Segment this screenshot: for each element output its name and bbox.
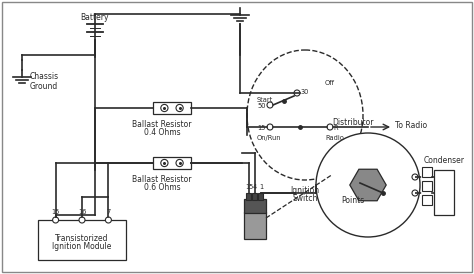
Text: Distributor: Distributor xyxy=(332,118,374,127)
FancyBboxPatch shape xyxy=(38,220,126,260)
Text: Ballast Resistor: Ballast Resistor xyxy=(132,120,192,129)
Text: Battery: Battery xyxy=(81,13,109,22)
Text: Points: Points xyxy=(341,196,365,205)
Circle shape xyxy=(176,104,183,112)
Text: Transistorized: Transistorized xyxy=(55,234,109,243)
Text: 30: 30 xyxy=(301,89,310,95)
Circle shape xyxy=(316,133,420,237)
FancyBboxPatch shape xyxy=(422,167,432,177)
Circle shape xyxy=(267,124,273,130)
FancyBboxPatch shape xyxy=(153,102,191,114)
Circle shape xyxy=(161,104,168,112)
Circle shape xyxy=(294,90,300,96)
FancyBboxPatch shape xyxy=(2,2,472,272)
Text: To Radio: To Radio xyxy=(395,121,427,130)
FancyBboxPatch shape xyxy=(153,157,191,169)
Text: 4: 4 xyxy=(253,184,257,190)
Circle shape xyxy=(327,124,333,130)
Circle shape xyxy=(267,102,273,108)
FancyBboxPatch shape xyxy=(244,199,266,213)
Text: Ignition Module: Ignition Module xyxy=(52,242,112,251)
Text: R: R xyxy=(333,125,337,131)
Text: Off: Off xyxy=(325,80,335,86)
FancyBboxPatch shape xyxy=(253,193,257,200)
Circle shape xyxy=(79,217,85,223)
Polygon shape xyxy=(350,169,386,201)
Circle shape xyxy=(176,159,183,167)
Text: Ballast Resistor: Ballast Resistor xyxy=(132,175,192,184)
Text: Radio: Radio xyxy=(325,135,344,141)
Text: 15: 15 xyxy=(257,125,265,131)
Circle shape xyxy=(412,190,418,196)
Text: 16: 16 xyxy=(78,209,86,215)
FancyBboxPatch shape xyxy=(244,212,266,239)
FancyBboxPatch shape xyxy=(422,181,432,191)
FancyBboxPatch shape xyxy=(422,195,432,205)
Circle shape xyxy=(161,159,168,167)
Text: 15: 15 xyxy=(245,184,253,190)
Text: On/Run: On/Run xyxy=(257,135,282,141)
Text: 15: 15 xyxy=(51,209,60,215)
Circle shape xyxy=(53,217,59,223)
Text: 0.6 Ohms: 0.6 Ohms xyxy=(144,183,180,192)
Circle shape xyxy=(105,217,111,223)
Text: 7: 7 xyxy=(106,209,110,215)
Text: Condenser: Condenser xyxy=(423,156,465,165)
Text: 1: 1 xyxy=(259,184,263,190)
Circle shape xyxy=(412,174,418,180)
Ellipse shape xyxy=(247,50,363,180)
Text: 0.4 Ohms: 0.4 Ohms xyxy=(144,128,180,137)
FancyBboxPatch shape xyxy=(434,170,454,215)
Text: 50: 50 xyxy=(257,103,265,109)
Text: Chassis
Ground: Chassis Ground xyxy=(30,72,59,92)
FancyBboxPatch shape xyxy=(246,193,252,200)
Text: Start: Start xyxy=(257,97,273,103)
Text: Ignition: Ignition xyxy=(291,186,319,195)
FancyBboxPatch shape xyxy=(258,193,264,200)
Text: Switch: Switch xyxy=(292,194,318,203)
